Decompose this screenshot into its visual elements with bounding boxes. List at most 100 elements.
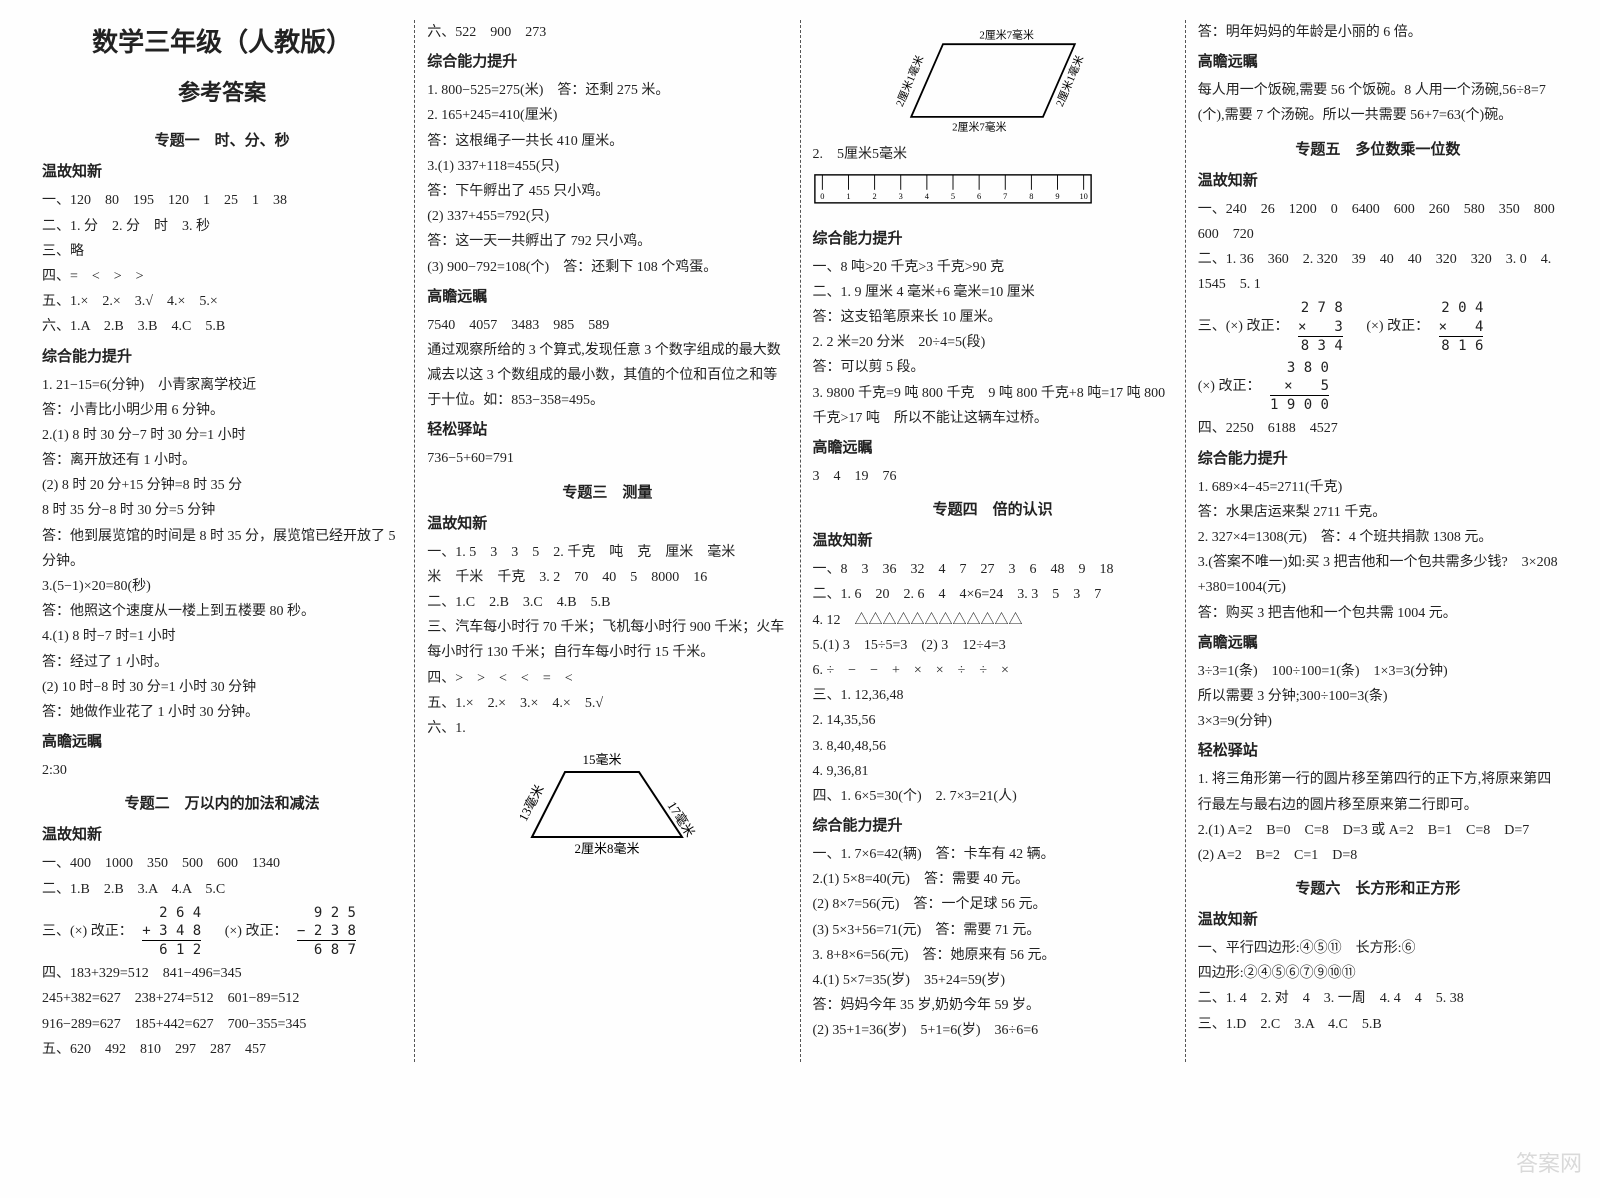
text-line: 一、8 3 36 32 4 7 27 3 6 48 9 18 bbox=[813, 557, 1173, 582]
text-line: 六、522 900 273 bbox=[427, 20, 787, 45]
text-line: 一、8 吨>20 千克>3 千克>90 克 bbox=[813, 255, 1173, 280]
ruler-icon: 012 345 678 910 bbox=[813, 173, 1093, 220]
text-line: (2) 10 时−8 时 30 分=1 小时 30 分钟 bbox=[42, 675, 402, 700]
text-line: 四、1. 6×5=30(个) 2. 7×3=21(人) bbox=[813, 784, 1173, 809]
section-zhts-1: 综合能力提升 bbox=[42, 344, 402, 371]
text-line: 所以需要 3 分钟;300÷100=3(条) bbox=[1198, 684, 1558, 709]
svg-text:2: 2 bbox=[872, 192, 876, 201]
parallelogram-shape-icon: 2厘米7毫米 2厘米1毫米 2厘米1毫米 2厘米7毫米 bbox=[893, 26, 1093, 136]
text-line: 六、1. bbox=[427, 716, 787, 741]
section-wgzx-2: 温故知新 bbox=[42, 822, 402, 849]
text-line: 一、1. 7×6=42(辆) 答：卡车有 42 辆。 bbox=[813, 842, 1173, 867]
prefix-text: 三、(×) 改正： bbox=[1198, 319, 1289, 334]
section-zhts-2: 综合能力提升 bbox=[427, 49, 787, 76]
mid-text: (×) 改正： bbox=[1352, 319, 1429, 334]
text-line: 五、1.× 2.× 3.× 4.× 5.√ bbox=[427, 691, 787, 716]
section-wgzx-3: 温故知新 bbox=[427, 511, 787, 538]
text-line: 1. 800−525=275(米) 答：还剩 275 米。 bbox=[427, 78, 787, 103]
svg-text:2厘米1毫米: 2厘米1毫米 bbox=[893, 53, 926, 109]
topic-6-title: 专题六 长方形和正方形 bbox=[1198, 876, 1558, 903]
svg-text:5: 5 bbox=[950, 192, 954, 201]
text-line: 4.(1) 5×7=35(岁) 35+24=59(岁) bbox=[813, 968, 1173, 993]
text-line: 答：这支铅笔原来长 10 厘米。 bbox=[813, 305, 1173, 330]
text-line: 五、1.× 2.× 3.√ 4.× 5.× bbox=[42, 289, 402, 314]
mid-text: (×) 改正： bbox=[211, 924, 288, 939]
text-line: 四、> > < < = < bbox=[427, 666, 787, 691]
svg-text:2厘米7毫米: 2厘米7毫米 bbox=[979, 28, 1034, 42]
svg-text:8: 8 bbox=[1029, 192, 1033, 201]
section-zhts-3: 综合能力提升 bbox=[813, 226, 1173, 253]
text-line: 二、1. 分 2. 分 时 3. 秒 bbox=[42, 214, 402, 239]
section-gzyt-5: 高瞻远瞩 bbox=[1198, 630, 1558, 657]
svg-text:0: 0 bbox=[820, 192, 824, 201]
text-line: 2.(1) 8 时 30 分−7 时 30 分=1 小时 bbox=[42, 423, 402, 448]
trapezoid-shape-icon: 15毫米 17毫米 13毫米 2厘米8毫米 bbox=[517, 747, 697, 847]
vertical-math-1: 2 6 4 + 3 4 8 6 1 2 bbox=[142, 904, 201, 960]
section-zhts-4: 综合能力提升 bbox=[813, 813, 1173, 840]
text-line: (2) 8×7=56(元) 答：一个足球 56 元。 bbox=[813, 892, 1173, 917]
vertical-math-4: 2 0 4 × 4 8 1 6 bbox=[1439, 299, 1484, 355]
text-line: 3. 9800 千克=9 吨 800 千克 9 吨 800 千克+8 吨=17 … bbox=[813, 381, 1173, 431]
text-line: 米 千米 千克 3. 2 70 40 5 8000 16 bbox=[427, 565, 787, 590]
svg-text:4: 4 bbox=[924, 192, 929, 201]
topic-3-title: 专题三 测量 bbox=[427, 480, 787, 507]
prefix-text: 三、(×) 改正： bbox=[42, 924, 133, 939]
text-line: 二、1. 36 360 2. 320 39 40 40 320 320 3. 0… bbox=[1198, 247, 1558, 297]
text-line: 答：妈妈今年 35 岁,奶奶今年 59 岁。 bbox=[813, 993, 1173, 1018]
text-line: 四边形:②④⑤⑥⑦⑨⑩⑪ bbox=[1198, 961, 1558, 986]
text-line: 二、1. 6 20 2. 6 4 4×6=24 3. 3 5 3 7 bbox=[813, 582, 1173, 607]
section-gzyt-1: 高瞻远瞩 bbox=[42, 729, 402, 756]
text-line: 4. 12 △△△△△△△△△△△△ bbox=[813, 608, 1173, 633]
svg-text:7: 7 bbox=[1003, 192, 1007, 201]
svg-text:2厘米8毫米: 2厘米8毫米 bbox=[575, 841, 640, 856]
sub-title: 参考答案 bbox=[42, 73, 402, 113]
text-line: 一、平行四边形:④⑤⑪ 长方形:⑥ bbox=[1198, 936, 1558, 961]
svg-text:2厘米7毫米: 2厘米7毫米 bbox=[952, 120, 1007, 134]
text-line: 二、1.C 2.B 3.C 4.B 5.B bbox=[427, 590, 787, 615]
text-line: 3. 8,40,48,56 bbox=[813, 734, 1173, 759]
text-line: 答：经过了 1 小时。 bbox=[42, 650, 402, 675]
text-line: 3.(1) 337+118=455(只) bbox=[427, 154, 787, 179]
text-line: (2) 337+455=792(只) bbox=[427, 204, 787, 229]
text-line: 答：离开放还有 1 小时。 bbox=[42, 448, 402, 473]
text-line: 一、120 80 195 120 1 25 1 38 bbox=[42, 188, 402, 213]
text-line: 四、2250 6188 4527 bbox=[1198, 416, 1558, 441]
text-line: 4.(1) 8 时−7 时=1 小时 bbox=[42, 624, 402, 649]
text-line: 2. 2 米=20 分米 20÷4=5(段) bbox=[813, 330, 1173, 355]
text-line: 8 时 35 分−8 时 30 分=5 分钟 bbox=[42, 498, 402, 523]
text-line: 二、1.B 2.B 3.A 4.A 5.C bbox=[42, 877, 402, 902]
text-line: 一、400 1000 350 500 600 1340 bbox=[42, 851, 402, 876]
page-container: 数学三年级（人教版） 参考答案 专题一 时、分、秒 温故知新 一、120 80 … bbox=[0, 0, 1600, 1082]
text-line: 三、1. 12,36,48 bbox=[813, 683, 1173, 708]
text-line: 6. ÷ − − + × × ÷ ÷ × bbox=[813, 658, 1173, 683]
text-line: 答：这一天一共孵出了 792 只小鸡。 bbox=[427, 229, 787, 254]
text-line: 四、183+329=512 841−496=345 bbox=[42, 961, 402, 986]
text-line: 2. 5厘米5毫米 bbox=[813, 142, 1173, 167]
text-line: 1. 689×4−45=2711(千克) bbox=[1198, 475, 1558, 500]
text-line: 1. 21−15=6(分钟) 小青家离学校近 bbox=[42, 373, 402, 398]
text-line: 答：明年妈妈的年龄是小丽的 6 倍。 bbox=[1198, 20, 1558, 45]
section-wgzx-6: 温故知新 bbox=[1198, 907, 1558, 934]
svg-text:15毫米: 15毫米 bbox=[583, 752, 622, 767]
text-line: (2) 8 时 20 分+15 分钟=8 时 35 分 bbox=[42, 473, 402, 498]
text-line: 四、= < > > bbox=[42, 264, 402, 289]
section-zhts-5: 综合能力提升 bbox=[1198, 446, 1558, 473]
svg-text:1: 1 bbox=[846, 192, 850, 201]
text-line: (3) 5×3+56=71(元) 答：需要 71 元。 bbox=[813, 918, 1173, 943]
text-line: 三、1.D 2.C 3.A 4.C 5.B bbox=[1198, 1012, 1558, 1037]
section-gzyt-4: 高瞻远瞩 bbox=[1198, 49, 1558, 76]
text-line: 三、汽车每小时行 70 千米；飞机每小时行 900 千米；火车每小时行 130 … bbox=[427, 615, 787, 665]
text-line: 7540 4057 3483 985 589 bbox=[427, 313, 787, 338]
section-gzyt-3: 高瞻远瞩 bbox=[813, 435, 1173, 462]
text-line: 1. 将三角形第一行的圆片移至第四行的正下方,将原来第四行最左与最右边的圆片移至… bbox=[1198, 767, 1558, 817]
watermark-text: 答案网 bbox=[1516, 1144, 1582, 1184]
text-line: 2. 327×4=1308(元) 答：4 个班共捐款 1308 元。 bbox=[1198, 525, 1558, 550]
text-line: 五、620 492 810 297 287 457 bbox=[42, 1037, 402, 1062]
text-line: 3.(5−1)×20=80(秒) bbox=[42, 574, 402, 599]
section-wgzx-5: 温故知新 bbox=[1198, 168, 1558, 195]
topic-5-title: 专题五 多位数乘一位数 bbox=[1198, 137, 1558, 164]
column-4: 答：明年妈妈的年龄是小丽的 6 倍。 高瞻远瞩 每人用一个饭碗,需要 56 个饭… bbox=[1186, 20, 1570, 1062]
text-line: 答：她做作业花了 1 小时 30 分钟。 bbox=[42, 700, 402, 725]
text-line: 736−5+60=791 bbox=[427, 446, 787, 471]
text-line: 3×3=9(分钟) bbox=[1198, 709, 1558, 734]
